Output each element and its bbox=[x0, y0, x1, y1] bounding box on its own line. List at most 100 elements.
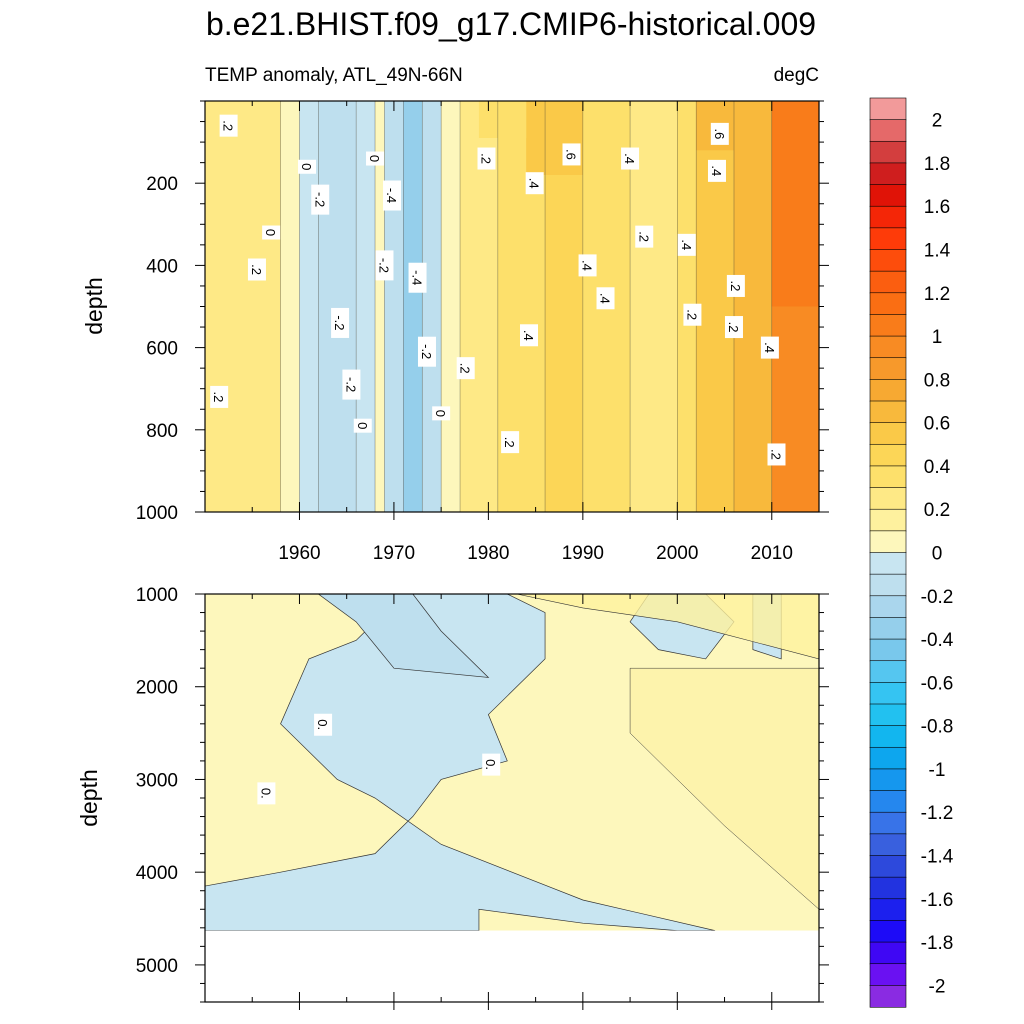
contour-label-text: .2 bbox=[478, 153, 493, 164]
x-tick-label: 1970 bbox=[373, 543, 415, 564]
colorbar-swatch bbox=[869, 97, 907, 121]
contour-label: -.2 bbox=[331, 307, 350, 338]
contour-label-box bbox=[417, 336, 436, 367]
contour-label-text: 0 bbox=[433, 410, 448, 417]
contour-label-box bbox=[621, 147, 640, 170]
contour-label-text: .4 bbox=[679, 239, 694, 250]
contour-label-box bbox=[726, 274, 745, 297]
cold-core bbox=[317, 594, 490, 678]
colorbar-swatch bbox=[869, 443, 907, 467]
contour-label: .4 bbox=[707, 159, 726, 182]
colorbar-swatch bbox=[869, 898, 907, 922]
y-tick-label: 200 bbox=[146, 174, 178, 195]
colorbar-label: -1.6 bbox=[921, 890, 954, 911]
contour-label: -.2 bbox=[342, 369, 361, 400]
colorbar-label: 2 bbox=[932, 111, 943, 132]
contour-label-box bbox=[677, 233, 696, 256]
colorbar-swatch bbox=[869, 638, 907, 662]
contour-label-box bbox=[724, 316, 743, 339]
contour-label: .2 bbox=[456, 357, 475, 380]
contour-label-text: .2 bbox=[684, 309, 699, 320]
contour-label: .4 bbox=[621, 147, 640, 170]
contour-label-text: .6 bbox=[712, 128, 727, 139]
warm-upper-layer bbox=[516, 594, 819, 660]
colorbar-swatch bbox=[869, 703, 907, 727]
contour-label: .2 bbox=[247, 258, 266, 281]
upper-y-axis: 200 400 600 800 1000 bbox=[136, 100, 829, 524]
contour-label-box bbox=[477, 147, 496, 170]
no-data-region bbox=[205, 930, 819, 1002]
chart-subtitle-left: TEMP anomaly, ATL_49N-66N bbox=[205, 65, 463, 86]
colorbar-swatch bbox=[869, 422, 907, 445]
contour-label: -.2 bbox=[417, 336, 436, 367]
contour-label-text: .4 bbox=[622, 153, 637, 164]
upper-x-axis: 1960 1970 1980 1990 2000 2010 bbox=[251, 101, 820, 564]
y-tick-label: 600 bbox=[146, 339, 178, 360]
contour-label: .4 bbox=[520, 324, 539, 347]
contour-label-box bbox=[525, 172, 544, 195]
lower-x-axis bbox=[251, 594, 820, 1010]
contour-label-text: 0. bbox=[483, 759, 498, 770]
chart-subtitle-right: degC bbox=[774, 65, 819, 86]
contour-label: .4 bbox=[677, 233, 696, 256]
colorbar-swatch bbox=[869, 270, 907, 294]
lower-panel-fill bbox=[205, 594, 819, 1002]
colorbar-swatch bbox=[869, 205, 907, 229]
contour-label: 0. bbox=[314, 713, 333, 736]
colorbar-label: 1.4 bbox=[924, 241, 951, 262]
contour-label: -.2 bbox=[311, 184, 330, 215]
contour-label: 0 bbox=[298, 159, 317, 174]
colorbar-swatch bbox=[869, 876, 907, 900]
heat-column bbox=[375, 101, 385, 512]
colorbar-swatch bbox=[869, 508, 907, 532]
contour-label-text: .6 bbox=[564, 149, 579, 160]
colorbar-swatch bbox=[869, 811, 907, 835]
contour-label-text: -.2 bbox=[419, 344, 434, 359]
colorbar-label: 1 bbox=[932, 327, 943, 348]
contour-label-box bbox=[262, 225, 281, 240]
lower-y-axis: 1000 2000 3000 4000 5000 bbox=[136, 585, 829, 1003]
contour-label: 0. bbox=[257, 782, 276, 805]
y-tick-label: 5000 bbox=[136, 956, 178, 977]
contour-label-text: .4 bbox=[598, 293, 613, 304]
colorbar-label: -1.4 bbox=[921, 847, 954, 868]
contour-label-box bbox=[707, 159, 726, 182]
colorbar-label: 1.6 bbox=[924, 197, 950, 218]
colorbar-swatch bbox=[869, 920, 907, 943]
y-tick-label: 4000 bbox=[136, 863, 178, 884]
colorbar-swatch bbox=[869, 227, 907, 251]
contour-label-box bbox=[383, 180, 402, 211]
contour-label-box bbox=[366, 151, 385, 166]
colorbar-swatch bbox=[869, 660, 907, 683]
contour-label: .4 bbox=[760, 336, 779, 359]
contour-label: .2 bbox=[683, 303, 702, 326]
colorbar-swatch bbox=[869, 985, 907, 1008]
colorbar-swatch bbox=[869, 963, 907, 986]
x-tick-label: 1990 bbox=[562, 543, 604, 564]
contour-label-text: 0 bbox=[263, 229, 278, 236]
contour-label-box bbox=[353, 418, 372, 433]
contour-label-text: 0 bbox=[355, 422, 370, 429]
colorbar-swatch bbox=[869, 941, 907, 965]
heat-accent bbox=[478, 101, 527, 138]
contour-label: .6 bbox=[562, 143, 581, 166]
colorbar-swatch bbox=[869, 249, 907, 272]
colorbar-swatch bbox=[869, 184, 907, 207]
contour-label-text: .2 bbox=[636, 231, 651, 242]
contour-label-text: .2 bbox=[211, 391, 226, 402]
contour-label-box bbox=[562, 143, 581, 166]
colorbar-label: -1.8 bbox=[921, 933, 954, 954]
colorbar-label: 0.4 bbox=[924, 457, 951, 478]
colorbar: 2 1.8 1.6 1.4 1.2 1 0.8 0.6 0.4 0.2 0 -0.2 -0.4 -0.6 -… bbox=[869, 97, 954, 1008]
contour-label-text: -.2 bbox=[376, 258, 391, 273]
contour-label-box bbox=[311, 184, 330, 215]
contour-label: 0. bbox=[482, 753, 501, 776]
contour-label-box bbox=[375, 250, 394, 281]
colorbar-swatch bbox=[869, 465, 907, 489]
contour-label-box bbox=[314, 713, 333, 736]
upper-y-axis-label: depth bbox=[81, 277, 107, 335]
colorbar-label: -0.2 bbox=[921, 587, 954, 608]
colorbar-swatch bbox=[869, 292, 907, 316]
contour-label: .2 bbox=[210, 385, 229, 408]
